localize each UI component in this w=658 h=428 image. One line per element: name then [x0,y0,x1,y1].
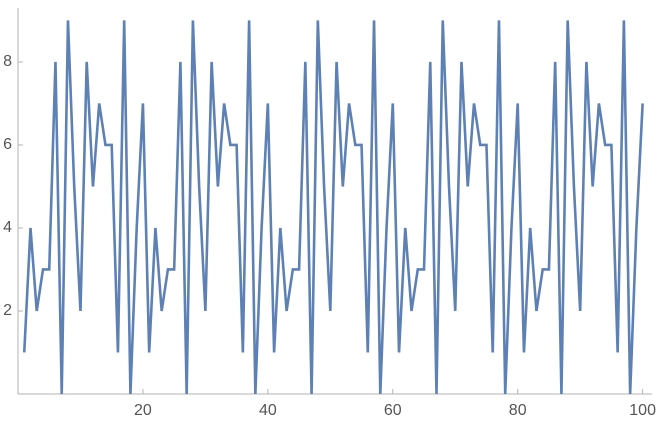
x-tick-label: 100 [629,402,656,419]
x-tick-label: 60 [384,402,402,419]
y-tick-label: 2 [3,302,12,319]
x-tick-label: 80 [509,402,527,419]
x-tick-label: 20 [134,402,152,419]
data-line [22,20,644,395]
y-tick-label: 8 [3,53,12,70]
x-tick-label: 40 [259,402,277,419]
y-tick-label: 4 [3,219,12,236]
y-tick-label: 6 [3,136,12,153]
